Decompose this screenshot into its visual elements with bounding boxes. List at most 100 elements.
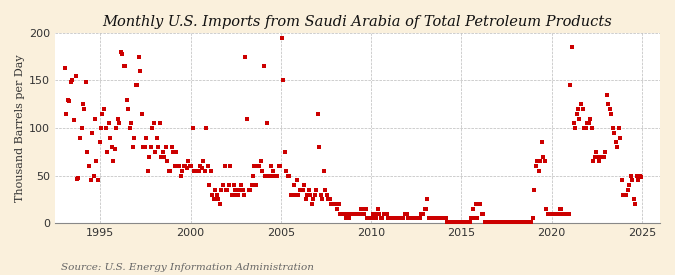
Point bbox=[418, 211, 429, 216]
Point bbox=[625, 174, 636, 178]
Point bbox=[129, 135, 140, 140]
Point bbox=[297, 188, 308, 192]
Point bbox=[205, 169, 216, 173]
Point bbox=[603, 102, 614, 106]
Point bbox=[326, 202, 337, 206]
Point bbox=[201, 126, 212, 130]
Point bbox=[529, 188, 540, 192]
Point bbox=[282, 174, 293, 178]
Point bbox=[207, 192, 218, 197]
Point bbox=[394, 216, 404, 221]
Point bbox=[95, 140, 105, 144]
Point bbox=[106, 145, 117, 149]
Point bbox=[84, 164, 95, 168]
Point bbox=[73, 176, 84, 181]
Point bbox=[260, 174, 271, 178]
Point bbox=[408, 216, 419, 221]
Point bbox=[86, 131, 97, 135]
Point bbox=[290, 192, 300, 197]
Point bbox=[578, 126, 589, 130]
Point bbox=[373, 207, 383, 211]
Point bbox=[559, 211, 570, 216]
Point bbox=[277, 78, 288, 83]
Point bbox=[85, 178, 96, 183]
Point bbox=[243, 188, 254, 192]
Point bbox=[615, 135, 626, 140]
Point bbox=[555, 207, 566, 211]
Point bbox=[109, 147, 120, 151]
Point bbox=[583, 121, 594, 125]
Point bbox=[333, 202, 344, 206]
Point bbox=[473, 202, 484, 206]
Point bbox=[591, 150, 601, 154]
Point bbox=[313, 112, 323, 116]
Point bbox=[276, 35, 287, 40]
Point bbox=[558, 211, 568, 216]
Point bbox=[63, 97, 74, 102]
Point bbox=[302, 192, 313, 197]
Point bbox=[336, 211, 347, 216]
Point bbox=[92, 178, 103, 183]
Point bbox=[198, 159, 209, 164]
Point bbox=[398, 216, 409, 221]
Point bbox=[589, 154, 600, 159]
Point bbox=[347, 211, 358, 216]
Point bbox=[293, 192, 304, 197]
Point bbox=[91, 159, 102, 164]
Point bbox=[325, 197, 335, 202]
Point bbox=[472, 216, 483, 221]
Point bbox=[123, 107, 134, 111]
Point bbox=[190, 169, 201, 173]
Point bbox=[464, 220, 475, 224]
Point bbox=[61, 112, 72, 116]
Point bbox=[323, 197, 333, 202]
Point bbox=[391, 216, 402, 221]
Point bbox=[520, 220, 531, 224]
Point bbox=[132, 83, 142, 87]
Point bbox=[353, 211, 364, 216]
Point bbox=[395, 216, 406, 221]
Point bbox=[494, 220, 505, 224]
Point bbox=[209, 197, 219, 202]
Point bbox=[491, 220, 502, 224]
Point bbox=[537, 140, 547, 144]
Point bbox=[400, 211, 410, 216]
Point bbox=[127, 145, 138, 149]
Point bbox=[159, 154, 169, 159]
Point bbox=[451, 220, 462, 224]
Point bbox=[532, 159, 543, 164]
Point bbox=[628, 197, 639, 202]
Point bbox=[281, 169, 292, 173]
Point bbox=[97, 112, 108, 116]
Point bbox=[406, 216, 416, 221]
Point bbox=[568, 121, 579, 125]
Point bbox=[237, 188, 248, 192]
Point bbox=[352, 211, 362, 216]
Point bbox=[522, 220, 533, 224]
Point bbox=[604, 107, 615, 111]
Point bbox=[365, 216, 376, 221]
Point bbox=[510, 220, 520, 224]
Point bbox=[440, 216, 451, 221]
Point bbox=[332, 207, 343, 211]
Point bbox=[144, 154, 155, 159]
Point bbox=[192, 169, 202, 173]
Point bbox=[59, 66, 70, 70]
Point bbox=[608, 126, 618, 130]
Point bbox=[194, 169, 205, 173]
Point bbox=[439, 216, 450, 221]
Point bbox=[165, 169, 176, 173]
Point bbox=[622, 188, 633, 192]
Point bbox=[227, 192, 238, 197]
Point bbox=[288, 183, 299, 187]
Point bbox=[172, 164, 183, 168]
Point bbox=[636, 175, 647, 180]
Point bbox=[118, 64, 129, 68]
Point bbox=[335, 211, 346, 216]
Point bbox=[103, 121, 114, 125]
Point bbox=[410, 216, 421, 221]
Point bbox=[225, 164, 236, 168]
Point bbox=[470, 202, 481, 206]
Point bbox=[505, 220, 516, 224]
Point bbox=[180, 164, 191, 168]
